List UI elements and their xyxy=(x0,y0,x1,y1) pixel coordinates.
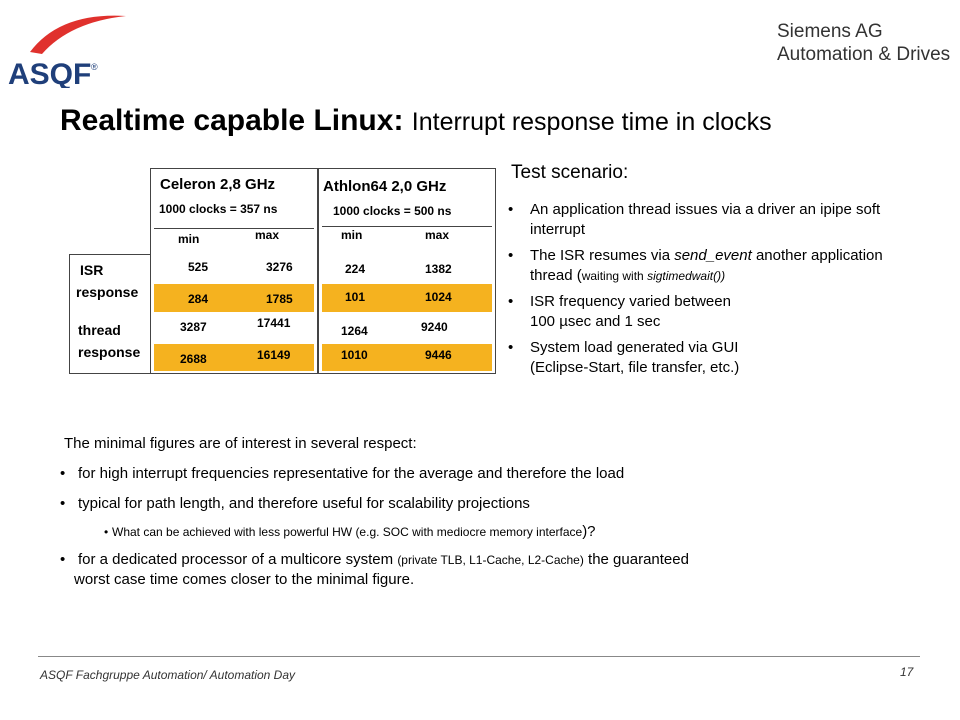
page-number: 17 xyxy=(900,665,914,679)
lower-intro: The minimal figures are of interest in s… xyxy=(64,435,417,452)
celeron-max-header: max xyxy=(255,228,280,242)
scenario-b2-b: send_event xyxy=(674,247,752,264)
celeron-clocks: 1000 clocks = 357 ns xyxy=(159,202,278,216)
lower-b3-a: for a dedicated processor of a multicore… xyxy=(78,551,398,568)
athlon-name: Athlon64 2,0 GHz xyxy=(323,178,447,195)
athlon-thread-min2: 1010 xyxy=(341,348,368,362)
scenario-b2-d: waiting with xyxy=(581,269,648,283)
athlon-max-header: max xyxy=(425,228,450,242)
footer-text: ASQF Fachgruppe Automation/ Automation D… xyxy=(40,668,296,682)
lower-sub-a: What can be achieved with less powerful … xyxy=(112,525,583,539)
title-sub: Interrupt response time in clocks xyxy=(411,108,772,136)
thread-label-2: response xyxy=(78,344,141,360)
company-line2: Automation & Drives xyxy=(777,44,951,65)
celeron-isr-highlight xyxy=(154,284,314,312)
scenario-b4-b: (Eclipse-Start, file transfer, etc.) xyxy=(530,359,740,376)
celeron-thread-highlight xyxy=(154,344,314,371)
celeron-box xyxy=(150,168,318,374)
isr-label-1: ISR xyxy=(80,262,104,278)
lower-bullet-3: for a dedicated processor of a multicore… xyxy=(60,550,900,590)
title-main: Realtime capable Linux: xyxy=(60,104,404,137)
thread-label-1: thread xyxy=(78,322,121,338)
athlon-thread-max2: 9446 xyxy=(425,348,452,362)
athlon-isr-min: 224 xyxy=(345,262,366,276)
scenario-list: An application thread issues via a drive… xyxy=(508,200,908,378)
logo-reg-mark: ® xyxy=(91,62,98,72)
athlon-isr-max2: 1024 xyxy=(425,290,452,304)
celeron-isr-max2: 1785 xyxy=(266,292,293,306)
scenario-b1-text: An application thread issues via a drive… xyxy=(530,201,881,238)
athlon-thread-min: 1264 xyxy=(341,324,368,338)
athlon-clocks: 1000 clocks = 500 ns xyxy=(333,204,452,218)
row-label-box xyxy=(69,254,153,374)
page-title: Realtime capable Linux: Interrupt respon… xyxy=(60,104,772,138)
celeron-thread-min2: 2688 xyxy=(180,352,207,366)
lower-list: for high interrupt frequencies represent… xyxy=(60,464,900,590)
scenario-b2-a: The ISR resumes via xyxy=(530,247,675,264)
athlon-divider xyxy=(322,226,492,227)
scenario-b4-a: System load generated via GUI xyxy=(530,339,739,356)
scenario-b2-c: another application thread ( xyxy=(530,247,883,284)
athlon-isr-max: 1382 xyxy=(425,262,452,276)
athlon-thread-highlight xyxy=(322,344,492,371)
celeron-min-header: min xyxy=(178,232,200,246)
scenario-bullet-2: The ISR resumes via send_event another a… xyxy=(508,246,908,286)
lower-bullet-2: typical for path length, and therefore u… xyxy=(60,494,900,514)
isr-label-2: response xyxy=(76,284,139,300)
celeron-thread-max2: 16149 xyxy=(257,348,291,362)
celeron-isr-min: 525 xyxy=(188,260,209,274)
celeron-isr-max: 3276 xyxy=(266,260,293,274)
athlon-min-header: min xyxy=(341,228,363,242)
athlon-thread-max: 9240 xyxy=(421,320,448,334)
lower-b3-c: the guaranteed xyxy=(583,551,689,568)
lower-bullet-1: for high interrupt frequencies represent… xyxy=(60,464,900,484)
celeron-thread-min: 3287 xyxy=(180,320,207,334)
company-line1: Siemens AG xyxy=(777,21,883,42)
logo-swoosh xyxy=(30,15,126,54)
athlon-isr-min2: 101 xyxy=(345,290,366,304)
celeron-isr-min2: 284 xyxy=(188,292,209,306)
scenario-bullet-4: System load generated via GUI (Eclipse-St… xyxy=(508,338,908,378)
scenario-bullet-1: An application thread issues via a drive… xyxy=(508,200,908,240)
scenario-b3-a: ISR frequency varied between xyxy=(530,293,731,310)
footer-divider xyxy=(38,656,920,657)
celeron-divider xyxy=(154,228,314,229)
asqf-logo: ASQF ® xyxy=(8,15,126,88)
scenario-b3-b: 100 µsec and 1 sec xyxy=(530,313,661,330)
scenario-title: Test scenario: xyxy=(511,162,629,183)
lower-b3-d: worst case time comes closer to the mini… xyxy=(74,571,415,588)
celeron-name: Celeron 2,8 GHz xyxy=(160,176,276,193)
logo-text: ASQF xyxy=(8,58,91,88)
athlon-box xyxy=(318,168,496,374)
lower-b3-b: (private TLB, L1-Cache, L2-Cache) xyxy=(397,553,584,567)
company-name: Siemens AG Automation & Drives xyxy=(777,20,950,66)
celeron-thread-max: 17441 xyxy=(257,316,291,330)
scenario-bullet-3: ISR frequency varied between 100 µsec and… xyxy=(508,292,908,332)
scenario-b2-e: sigtimedwait()) xyxy=(647,269,726,283)
lower-sub-bullet: What can be achieved with less powerful … xyxy=(104,522,900,542)
lower-sub-b: )? xyxy=(582,523,596,540)
athlon-isr-highlight xyxy=(322,284,492,312)
